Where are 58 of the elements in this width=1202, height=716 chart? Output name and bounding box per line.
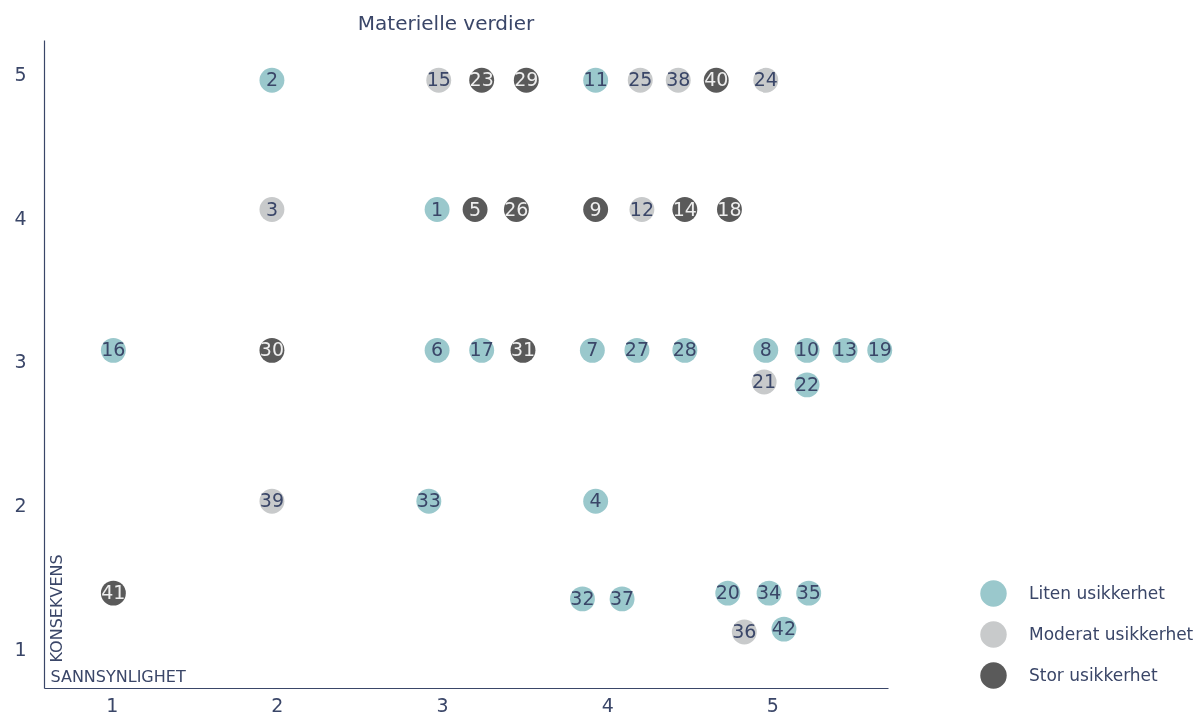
annotation: 22 [794, 372, 820, 395]
annotation: 19 [867, 338, 892, 361]
annotation: 14 [672, 197, 697, 220]
annotation: 8 [759, 338, 772, 361]
annotation: 34 [756, 581, 782, 604]
annotation: 29 [514, 68, 539, 91]
annotation: 42 [771, 617, 797, 640]
y-tick-label: 5 [14, 62, 27, 85]
annotation: 39 [259, 489, 285, 512]
annotation: 35 [796, 581, 821, 604]
annotation: 2 [265, 68, 278, 91]
annotation: 15 [426, 68, 451, 91]
y-tick-label: 2 [14, 494, 27, 517]
annotation: 4 [589, 489, 602, 512]
x-tick-label: 2 [271, 693, 284, 716]
x-tick-label: 5 [766, 693, 779, 716]
y-tick-label: 4 [14, 206, 27, 229]
x-axis-title: SANNSYNLIGHET [50, 666, 186, 686]
legend-label: Stor usikkerhet [1029, 664, 1159, 685]
annotation: 9 [589, 197, 602, 220]
annotation: 32 [570, 586, 595, 609]
annotation: 11 [583, 68, 608, 91]
y-tick-label: 1 [14, 637, 27, 660]
annotation: 31 [510, 338, 536, 361]
chart-title: Materielle verdier [357, 11, 535, 35]
annotation: 40 [704, 68, 729, 91]
y-tick-label: 3 [14, 350, 27, 373]
annotation: 20 [715, 581, 740, 604]
annotation: 23 [469, 68, 494, 91]
annotation: 30 [259, 338, 285, 361]
annotation: 36 [732, 619, 757, 642]
annotation: 27 [624, 338, 650, 361]
y-axis-title: KONSEKVENS [46, 554, 66, 663]
annotation: 38 [666, 68, 691, 91]
annotation: 28 [672, 338, 697, 361]
annotation: 37 [609, 586, 635, 609]
annotation: 6 [431, 338, 444, 361]
annotation: 7 [586, 338, 599, 361]
annotation: 17 [469, 338, 494, 361]
annotation: 12 [629, 197, 654, 220]
annotation: 24 [753, 68, 778, 91]
annotation: 21 [752, 369, 777, 392]
annotation: 26 [504, 197, 529, 220]
annotation: 16 [101, 338, 126, 361]
annotation: 3 [265, 197, 278, 220]
annotation: 33 [416, 489, 441, 512]
x-tick-label: 3 [436, 693, 449, 716]
legend-label: Liten usikkerhet [1029, 582, 1166, 603]
annotation: 1 [431, 197, 444, 220]
annotation: 5 [469, 197, 482, 220]
annotation: 10 [794, 338, 820, 361]
annotation: 25 [628, 68, 653, 91]
annotation: 18 [717, 197, 742, 220]
x-tick-label: 1 [106, 693, 119, 716]
annotation: 13 [832, 338, 858, 361]
x-tick-label: 4 [601, 693, 614, 716]
annotation: 41 [101, 581, 126, 604]
legend-label: Moderat usikkerhet [1029, 623, 1194, 644]
